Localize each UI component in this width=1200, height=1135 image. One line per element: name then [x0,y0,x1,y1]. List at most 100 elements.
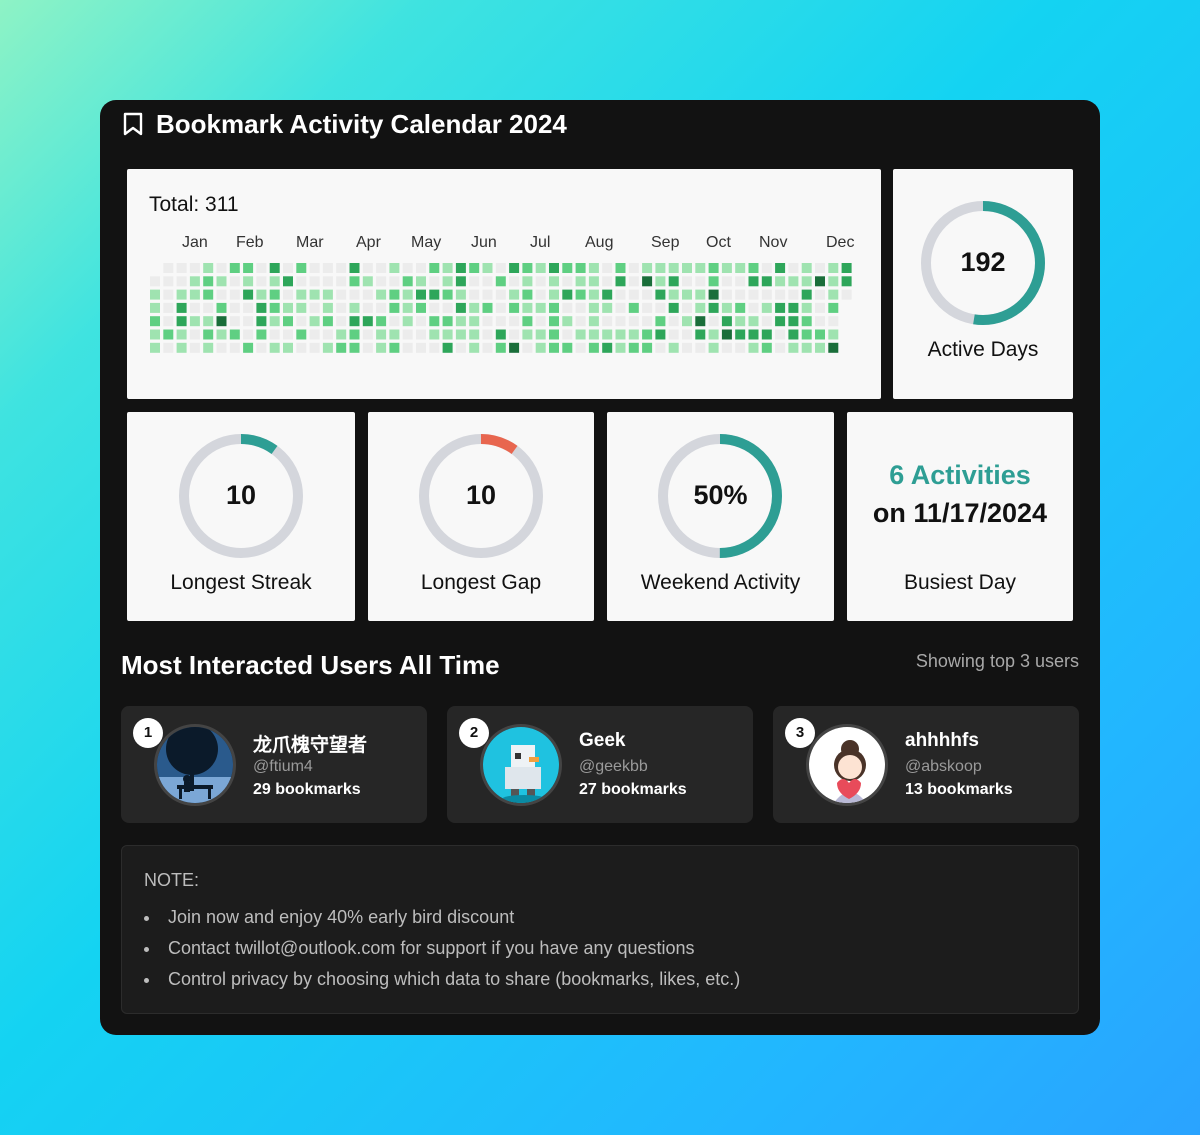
heatmap-day-cell[interactable] [788,316,799,327]
heatmap-day-cell[interactable] [216,289,227,300]
heatmap-day-cell[interactable] [682,302,692,313]
heatmap-day-cell[interactable] [176,263,187,273]
heatmap-day-cell[interactable] [628,316,639,327]
heatmap-day-cell[interactable] [748,276,759,287]
heatmap-day-cell[interactable] [389,263,400,273]
heatmap-day-cell[interactable] [296,316,307,327]
heatmap-day-cell[interactable] [562,316,573,327]
heatmap-day-cell[interactable] [283,263,293,273]
heatmap-day-cell[interactable] [349,316,360,327]
heatmap-day-cell[interactable] [801,289,812,300]
heatmap-day-cell[interactable] [642,316,653,327]
heatmap-day-cell[interactable] [828,289,839,300]
heatmap-day-cell[interactable] [588,276,599,287]
heatmap-day-cell[interactable] [721,329,732,340]
heatmap-day-cell[interactable] [229,316,240,327]
heatmap-day-cell[interactable] [336,342,347,353]
heatmap-day-cell[interactable] [761,263,772,273]
heatmap-day-cell[interactable] [522,329,533,340]
heatmap-day-cell[interactable] [588,302,599,313]
heatmap-day-cell[interactable] [775,289,786,300]
heatmap-day-cell[interactable] [495,316,506,327]
heatmap-day-cell[interactable] [668,263,679,273]
heatmap-day-cell[interactable] [562,276,573,287]
heatmap-day-cell[interactable] [695,289,706,300]
heatmap-day-cell[interactable] [535,289,546,300]
heatmap-day-cell[interactable] [815,342,825,353]
heatmap-day-cell[interactable] [668,276,679,287]
heatmap-day-cell[interactable] [509,302,520,313]
user-card[interactable]: 1 龙爪槐守望者 @ftium4 29 bookmarks [121,706,427,823]
heatmap-day-cell[interactable] [602,316,613,327]
heatmap-day-cell[interactable] [455,276,466,287]
heatmap-day-cell[interactable] [163,342,174,353]
heatmap-day-cell[interactable] [841,276,852,287]
heatmap-day-cell[interactable] [602,302,613,313]
heatmap-day-cell[interactable] [442,276,453,287]
heatmap-day-cell[interactable] [682,289,692,300]
heatmap-day-cell[interactable] [322,276,333,287]
heatmap-day-cell[interactable] [322,302,333,313]
heatmap-day-cell[interactable] [655,302,666,313]
heatmap-day-cell[interactable] [535,329,546,340]
heatmap-day-cell[interactable] [735,289,746,300]
heatmap-day-cell[interactable] [628,329,639,340]
heatmap-day-cell[interactable] [229,276,240,287]
heatmap-day-cell[interactable] [721,316,732,327]
heatmap-day-cell[interactable] [256,329,267,340]
heatmap-day-cell[interactable] [243,342,254,353]
heatmap-day-cell[interactable] [695,342,706,353]
heatmap-day-cell[interactable] [761,276,772,287]
heatmap-day-cell[interactable] [203,342,214,353]
heatmap-day-cell[interactable] [655,342,666,353]
heatmap-day-cell[interactable] [269,342,280,353]
heatmap-day-cell[interactable] [828,316,839,327]
heatmap-day-cell[interactable] [495,289,506,300]
heatmap-day-cell[interactable] [309,276,320,287]
heatmap-day-cell[interactable] [455,316,466,327]
heatmap-day-cell[interactable] [349,289,360,300]
heatmap-day-cell[interactable] [269,302,280,313]
heatmap-day-cell[interactable] [455,342,466,353]
heatmap-day-cell[interactable] [336,263,347,273]
heatmap-day-cell[interactable] [229,302,240,313]
heatmap-day-cell[interactable] [748,263,759,273]
heatmap-day-cell[interactable] [482,316,493,327]
heatmap-day-cell[interactable] [455,302,466,313]
heatmap-day-cell[interactable] [788,263,799,273]
heatmap-day-cell[interactable] [402,329,413,340]
heatmap-day-cell[interactable] [549,316,559,327]
heatmap-day-cell[interactable] [296,276,307,287]
heatmap-day-cell[interactable] [309,263,320,273]
heatmap-day-cell[interactable] [495,329,506,340]
heatmap-day-cell[interactable] [362,342,373,353]
heatmap-day-cell[interactable] [283,289,293,300]
heatmap-day-cell[interactable] [429,302,440,313]
heatmap-day-cell[interactable] [416,263,426,273]
heatmap-day-cell[interactable] [389,342,400,353]
heatmap-day-cell[interactable] [575,289,586,300]
heatmap-day-cell[interactable] [256,263,267,273]
heatmap-day-cell[interactable] [296,329,307,340]
heatmap-day-cell[interactable] [695,329,706,340]
heatmap-day-cell[interactable] [668,289,679,300]
heatmap-day-cell[interactable] [469,316,480,327]
heatmap-day-cell[interactable] [761,342,772,353]
heatmap-day-cell[interactable] [455,329,466,340]
heatmap-day-cell[interactable] [243,302,254,313]
heatmap-day-cell[interactable] [522,316,533,327]
heatmap-day-cell[interactable] [269,316,280,327]
heatmap-day-cell[interactable] [322,342,333,353]
heatmap-day-cell[interactable] [402,263,413,273]
heatmap-day-cell[interactable] [229,263,240,273]
heatmap-day-cell[interactable] [522,289,533,300]
heatmap-day-cell[interactable] [189,342,200,353]
heatmap-day-cell[interactable] [416,329,426,340]
heatmap-day-cell[interactable] [708,276,719,287]
heatmap-day-cell[interactable] [416,342,426,353]
heatmap-day-cell[interactable] [735,302,746,313]
heatmap-day-cell[interactable] [588,263,599,273]
heatmap-day-cell[interactable] [389,302,400,313]
heatmap-day-cell[interactable] [695,263,706,273]
heatmap-day-cell[interactable] [429,289,440,300]
